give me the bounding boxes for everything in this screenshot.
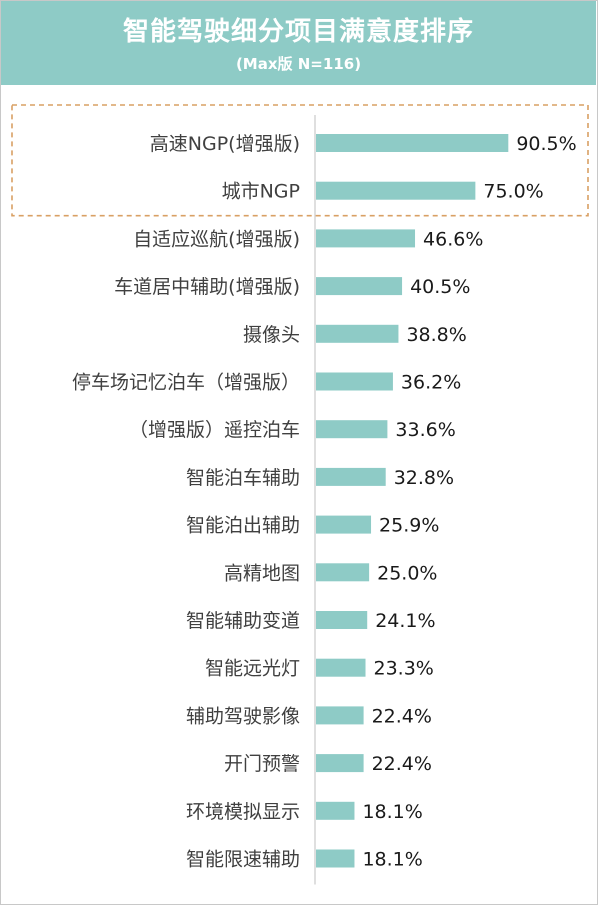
bar [316,849,355,868]
bar [316,801,355,820]
value-label: 33.6% [395,419,455,441]
bar [316,324,399,343]
category-label: 车道居中辅助(增强版) [114,276,300,298]
bar [316,372,393,391]
bar [316,467,386,486]
value-label: 75.0% [483,181,543,203]
value-label: 46.6% [423,228,483,250]
value-label: 40.5% [410,276,470,298]
chart-subtitle: (Max版 N=116) [235,55,362,73]
bar [316,134,509,152]
bar [316,420,388,439]
bar [316,658,366,677]
category-label: 摄像头 [243,324,300,346]
bar [316,277,403,296]
category-label: 开门预警 [224,753,300,775]
labels-layer: 高速NGP(增强版) 90.5% 城市NGP 75.0% 自适应巡航(增强版) 46.6%… [72,133,577,871]
highlight-box [11,104,589,217]
bars-layer [316,134,509,868]
value-label: 23.3% [374,658,434,680]
value-label: 24.1% [375,610,435,632]
value-label: 22.4% [372,705,432,727]
category-label: 智能泊车辅助 [186,467,300,489]
category-label: （增强版）遥控泊车 [129,419,300,441]
bar [316,754,364,773]
category-label: 城市NGP [222,181,300,203]
value-label: 22.4% [372,753,432,775]
value-label: 38.8% [406,324,466,346]
category-label: 高精地图 [224,562,300,584]
value-label: 25.9% [379,515,439,537]
category-label: 自适应巡航(增强版) [133,228,300,250]
category-label: 智能远光灯 [205,658,300,680]
bar [316,706,364,725]
category-label: 智能泊出辅助 [186,515,300,537]
category-label: 环境模拟显示 [186,801,300,823]
value-label: 90.5% [516,133,576,155]
category-label: 智能辅助变道 [186,610,300,632]
bar [316,611,368,629]
bar [316,181,476,200]
value-label: 18.1% [362,801,422,823]
value-label: 25.0% [377,562,437,584]
category-label: 高速NGP(增强版) [150,133,300,155]
category-label: 智能限速辅助 [186,849,300,871]
value-label: 18.1% [362,849,422,871]
category-label: 停车场记忆泊车（增强版） [72,372,300,394]
bar [316,229,416,248]
chart-title: 智能驾驶细分项目满意度排序 [122,17,474,47]
bar [316,515,372,534]
value-label: 32.8% [394,467,454,489]
value-label: 36.2% [401,372,461,394]
chart-header: 智能驾驶细分项目满意度排序 (Max版 N=116) [1,1,596,85]
bar [316,563,370,582]
category-label: 辅助驾驶影像 [186,705,300,727]
highlight-layer [11,104,589,217]
